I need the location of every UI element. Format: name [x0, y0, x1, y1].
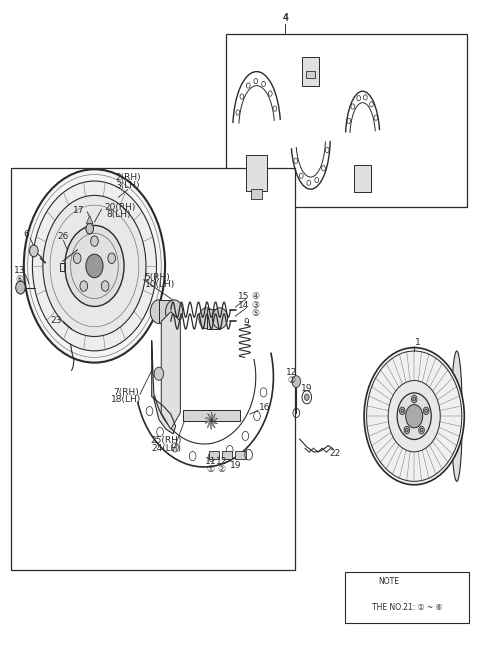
Circle shape	[406, 405, 423, 428]
Bar	[251, 189, 263, 199]
Text: ②: ②	[288, 376, 296, 385]
Text: 4: 4	[282, 12, 288, 23]
Bar	[354, 165, 371, 192]
Text: 18(LH): 18(LH)	[111, 396, 142, 404]
Circle shape	[91, 236, 98, 247]
Text: 19: 19	[229, 461, 241, 470]
Text: THE NO.21: ① ~ ⑥: THE NO.21: ① ~ ⑥	[372, 604, 442, 613]
Circle shape	[65, 226, 124, 306]
Ellipse shape	[451, 351, 462, 482]
Text: ②: ②	[218, 465, 226, 474]
Text: ⑤: ⑤	[251, 309, 259, 318]
Circle shape	[73, 253, 81, 264]
Circle shape	[423, 407, 429, 415]
Circle shape	[388, 380, 440, 452]
Circle shape	[304, 394, 309, 401]
Circle shape	[154, 367, 164, 380]
Text: 23: 23	[50, 316, 62, 325]
Circle shape	[399, 407, 405, 415]
Circle shape	[24, 169, 165, 363]
Text: 22: 22	[330, 449, 341, 458]
Bar	[11, 168, 295, 569]
Polygon shape	[211, 420, 218, 424]
Text: 9: 9	[244, 318, 250, 327]
Text: 6: 6	[24, 230, 30, 239]
Bar	[235, 451, 246, 459]
Polygon shape	[161, 312, 180, 429]
Text: 19: 19	[301, 384, 312, 392]
Circle shape	[425, 409, 428, 413]
Polygon shape	[205, 420, 211, 424]
Circle shape	[30, 245, 38, 256]
Circle shape	[420, 428, 423, 432]
Polygon shape	[211, 413, 216, 420]
Circle shape	[150, 300, 168, 323]
Circle shape	[419, 426, 424, 434]
Bar	[345, 572, 469, 623]
Circle shape	[33, 181, 156, 351]
Polygon shape	[211, 420, 216, 428]
Bar	[209, 451, 219, 459]
Text: 15: 15	[238, 292, 250, 301]
Circle shape	[413, 397, 416, 401]
Text: 13: 13	[14, 266, 25, 275]
Circle shape	[16, 281, 25, 294]
Circle shape	[406, 428, 408, 432]
Text: 1: 1	[415, 338, 420, 347]
Bar	[226, 34, 467, 207]
Text: 3(LH): 3(LH)	[116, 181, 140, 190]
Text: ④: ④	[251, 292, 259, 301]
Polygon shape	[207, 413, 211, 420]
Polygon shape	[211, 418, 218, 420]
Circle shape	[101, 281, 109, 291]
Text: 10(LH): 10(LH)	[144, 280, 175, 289]
Text: 12: 12	[216, 457, 228, 466]
Text: 7(RH): 7(RH)	[114, 388, 139, 396]
Text: 5(RH): 5(RH)	[144, 272, 170, 281]
Text: ①: ①	[206, 465, 215, 474]
Circle shape	[43, 195, 146, 337]
Bar	[302, 57, 319, 87]
Text: 4: 4	[283, 13, 288, 22]
Text: 11: 11	[204, 457, 216, 466]
Polygon shape	[86, 216, 93, 224]
Polygon shape	[211, 411, 213, 420]
Text: 14: 14	[238, 300, 250, 310]
Circle shape	[397, 393, 431, 440]
Text: 17: 17	[73, 206, 85, 215]
Circle shape	[199, 308, 214, 329]
Circle shape	[166, 300, 183, 323]
Text: ⑥: ⑥	[15, 275, 24, 284]
Circle shape	[80, 281, 88, 291]
Text: 25(RH): 25(RH)	[150, 436, 182, 445]
Text: ③: ③	[251, 300, 259, 310]
Bar	[246, 155, 267, 191]
Bar	[183, 410, 240, 420]
Text: 12: 12	[286, 368, 297, 377]
Text: 26: 26	[58, 232, 69, 241]
Circle shape	[411, 396, 417, 403]
Circle shape	[86, 254, 103, 277]
Text: NOTE: NOTE	[378, 577, 399, 586]
Circle shape	[404, 426, 409, 434]
Polygon shape	[210, 420, 211, 430]
Text: 24(LH): 24(LH)	[151, 443, 181, 453]
Polygon shape	[207, 420, 211, 428]
Text: 2(RH): 2(RH)	[115, 173, 141, 182]
Circle shape	[86, 224, 94, 234]
Polygon shape	[205, 418, 211, 420]
Text: 8(LH): 8(LH)	[107, 211, 131, 220]
Text: 16: 16	[259, 403, 271, 412]
Circle shape	[401, 409, 404, 413]
Bar	[222, 451, 232, 459]
Text: 20(RH): 20(RH)	[104, 203, 135, 212]
Circle shape	[292, 376, 300, 388]
Circle shape	[212, 308, 228, 329]
Bar	[306, 71, 315, 79]
Circle shape	[108, 253, 116, 264]
Circle shape	[364, 348, 464, 485]
Bar	[206, 309, 220, 329]
Polygon shape	[152, 341, 176, 434]
Bar	[159, 300, 174, 323]
